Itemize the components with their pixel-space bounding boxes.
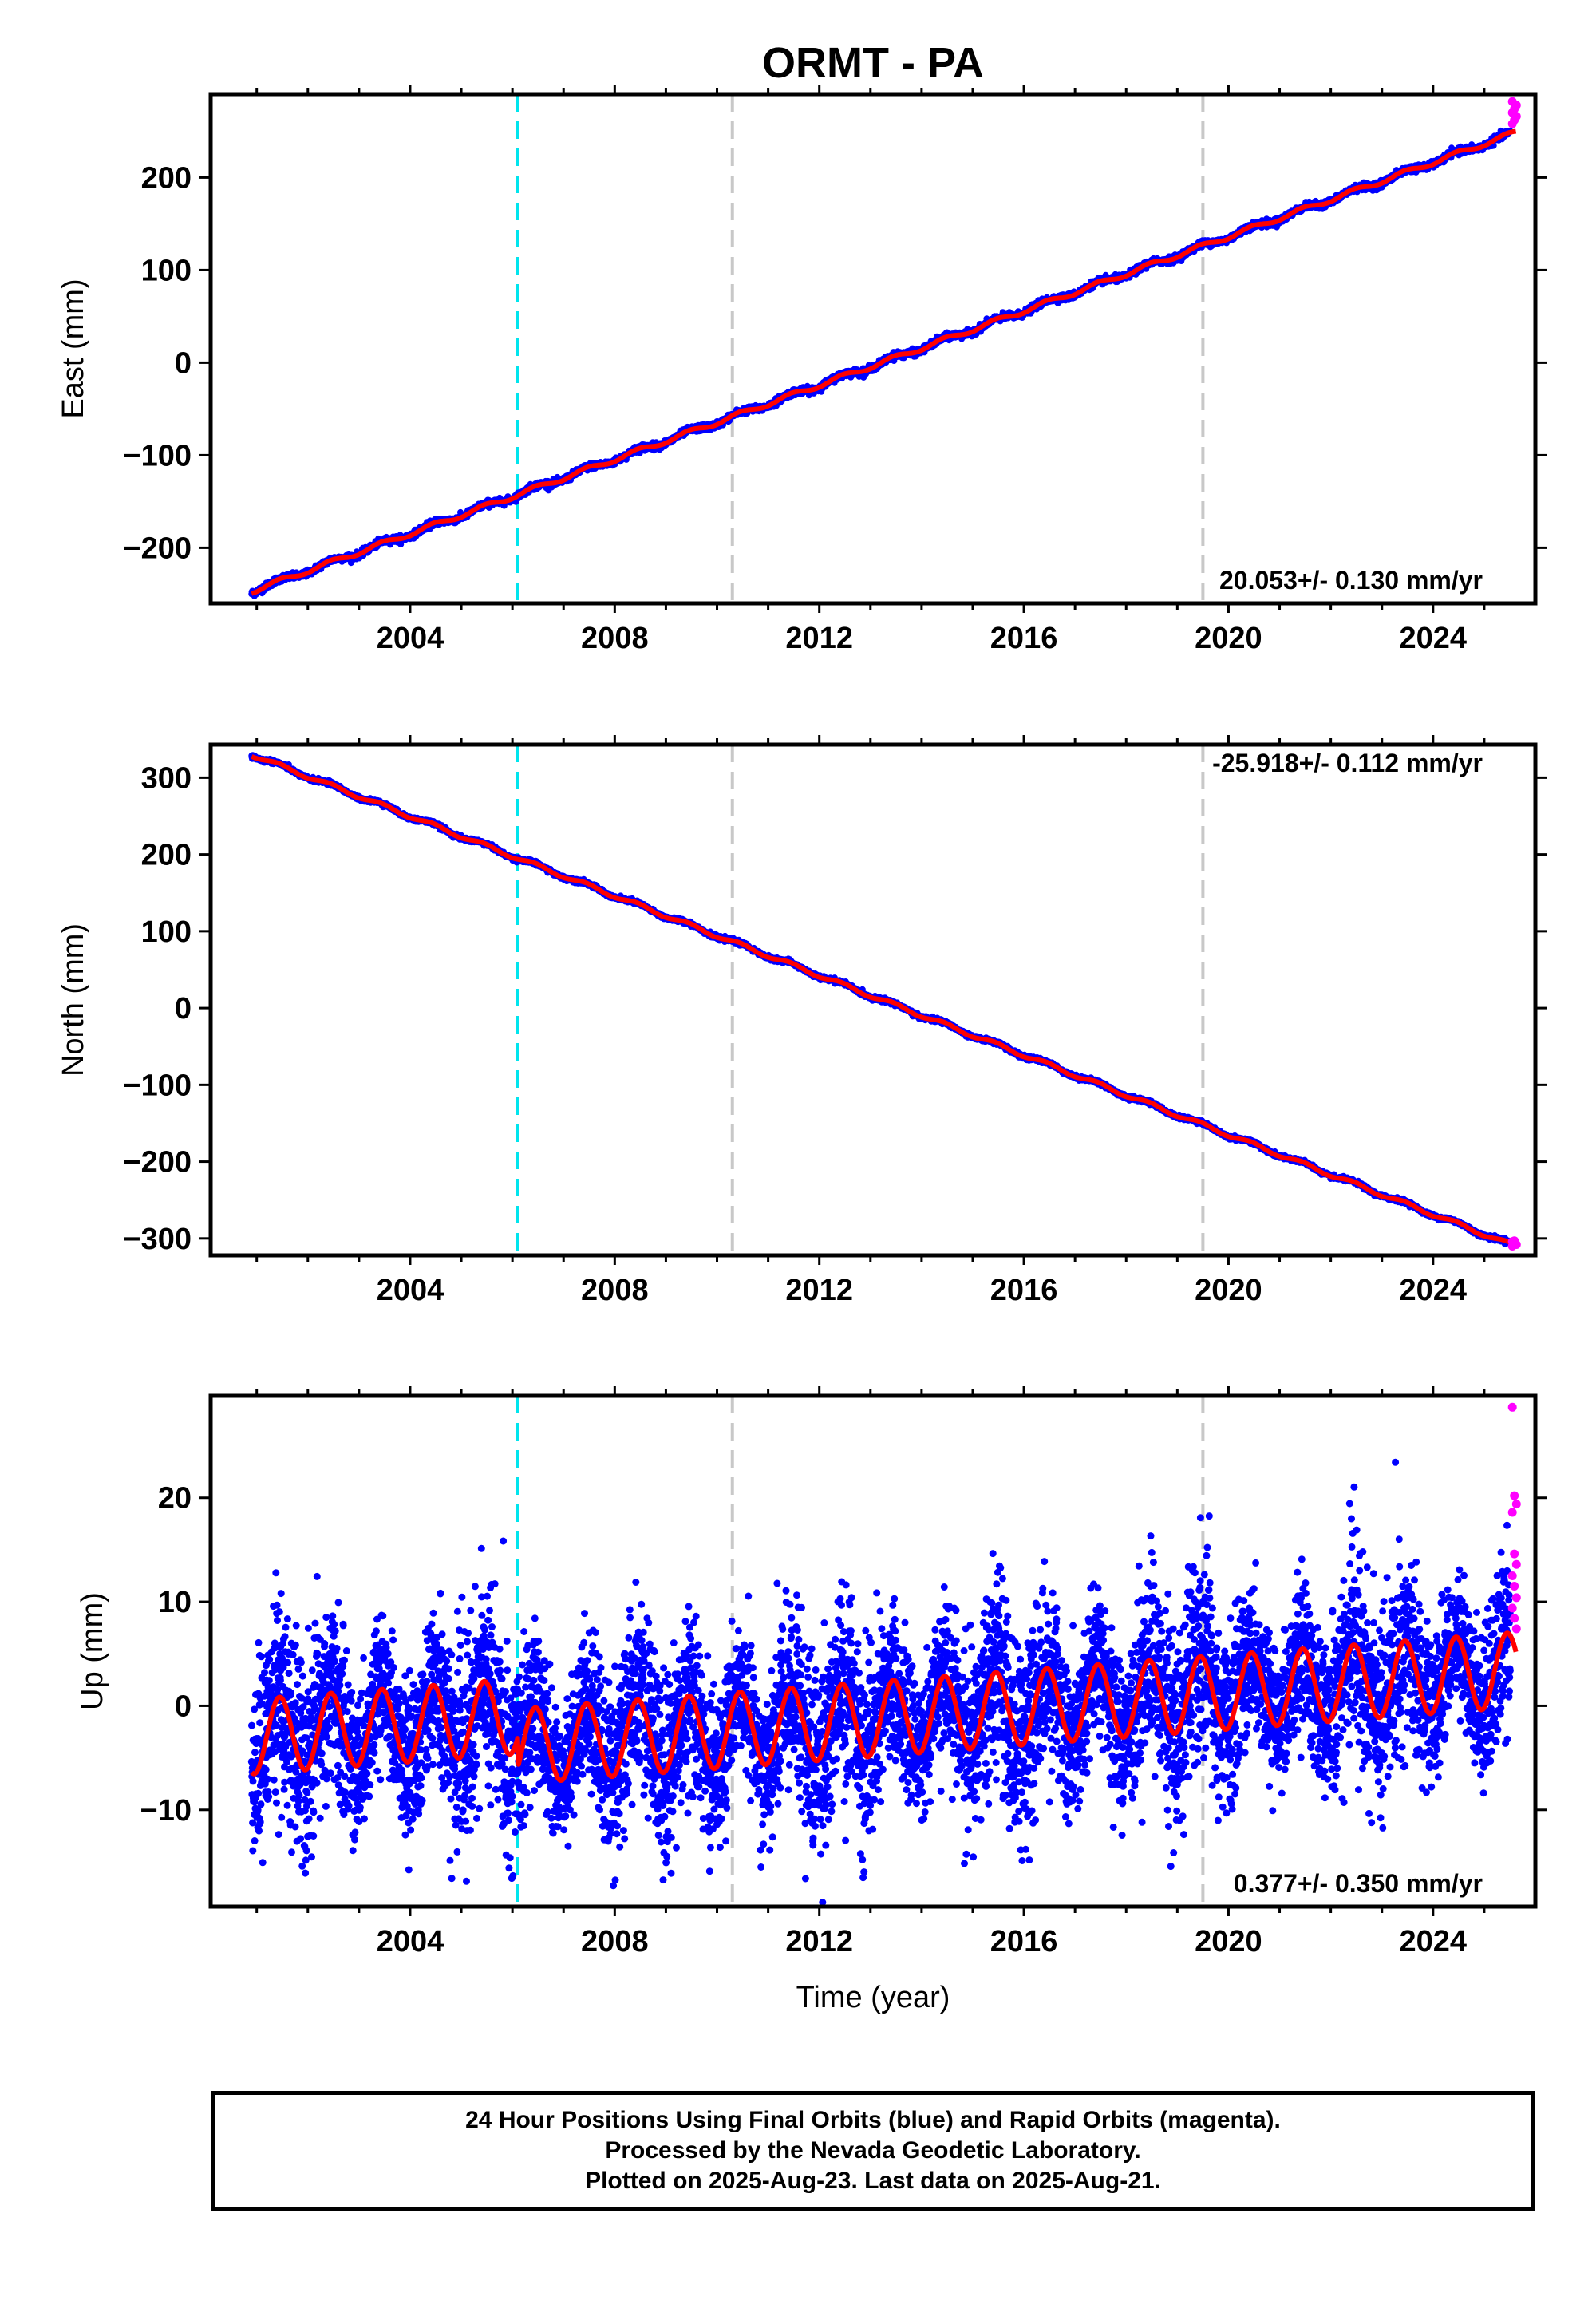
rapid-orbit-point	[1507, 97, 1517, 106]
y-tick-label: −200	[123, 532, 192, 565]
y-tick-label: 100	[141, 254, 192, 287]
panel-north: 2004 2008 2012 2016 2020 2024−300−200−1000100…	[57, 735, 1547, 1307]
y-axis-label: East (mm)	[57, 279, 90, 418]
chart-title: ORMT - PA	[762, 39, 984, 87]
y-tick-label: 200	[141, 161, 192, 195]
panel-east: 2004 2008 2012 2016 2020 2024 −200 −100 0 100 200 E…	[57, 85, 1547, 655]
y-tick-label: 0	[175, 346, 192, 380]
x-tick-label: 2012	[785, 622, 853, 655]
panel-frame	[208, 92, 1538, 606]
x-tick-label: 2016	[990, 622, 1058, 655]
x-tick-label: 2004	[377, 622, 444, 655]
y-tick-label: −100	[123, 439, 192, 472]
x-tick-label: 2008	[581, 622, 649, 655]
rate-label: 20.053+/- 0.130 mm/yr	[1219, 566, 1483, 595]
x-tick-label: 2024	[1400, 622, 1468, 655]
rapid-orbit-points	[1507, 97, 1521, 128]
panels-group: 2004 2008 2012 2016 2020 2024 −200 −100 0 100 200 E…	[57, 85, 1547, 1958]
x-tick-label: 2020	[1195, 622, 1262, 655]
